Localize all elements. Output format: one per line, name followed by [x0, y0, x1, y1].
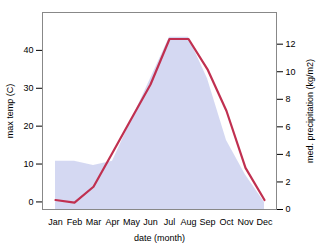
svg-text:2: 2 [286, 177, 291, 187]
svg-text:Oct: Oct [219, 217, 234, 227]
svg-text:10: 10 [23, 159, 33, 169]
svg-text:20: 20 [23, 121, 33, 131]
svg-text:8: 8 [286, 94, 291, 104]
svg-text:May: May [123, 217, 141, 227]
svg-text:6: 6 [286, 122, 291, 132]
svg-text:Jul: Jul [164, 217, 176, 227]
svg-text:Mar: Mar [86, 217, 102, 227]
svg-text:0: 0 [28, 197, 33, 207]
svg-text:Jan: Jan [48, 217, 63, 227]
svg-text:med. precipitation (kg/m2): med. precipitation (kg/m2) [305, 59, 315, 163]
svg-text:Nov: Nov [237, 217, 254, 227]
svg-text:Dec: Dec [256, 217, 273, 227]
svg-text:Feb: Feb [67, 217, 83, 227]
svg-text:30: 30 [23, 83, 33, 93]
svg-text:10: 10 [286, 67, 296, 77]
svg-text:date (month): date (month) [134, 233, 185, 243]
svg-text:Aug: Aug [180, 217, 196, 227]
svg-text:0: 0 [286, 204, 291, 214]
svg-text:max temp (C): max temp (C) [5, 84, 15, 139]
svg-text:12: 12 [286, 39, 296, 49]
svg-text:40: 40 [23, 45, 33, 55]
svg-text:Sep: Sep [199, 217, 215, 227]
svg-text:Apr: Apr [105, 217, 119, 227]
svg-text:4: 4 [286, 149, 291, 159]
svg-text:Jun: Jun [143, 217, 158, 227]
